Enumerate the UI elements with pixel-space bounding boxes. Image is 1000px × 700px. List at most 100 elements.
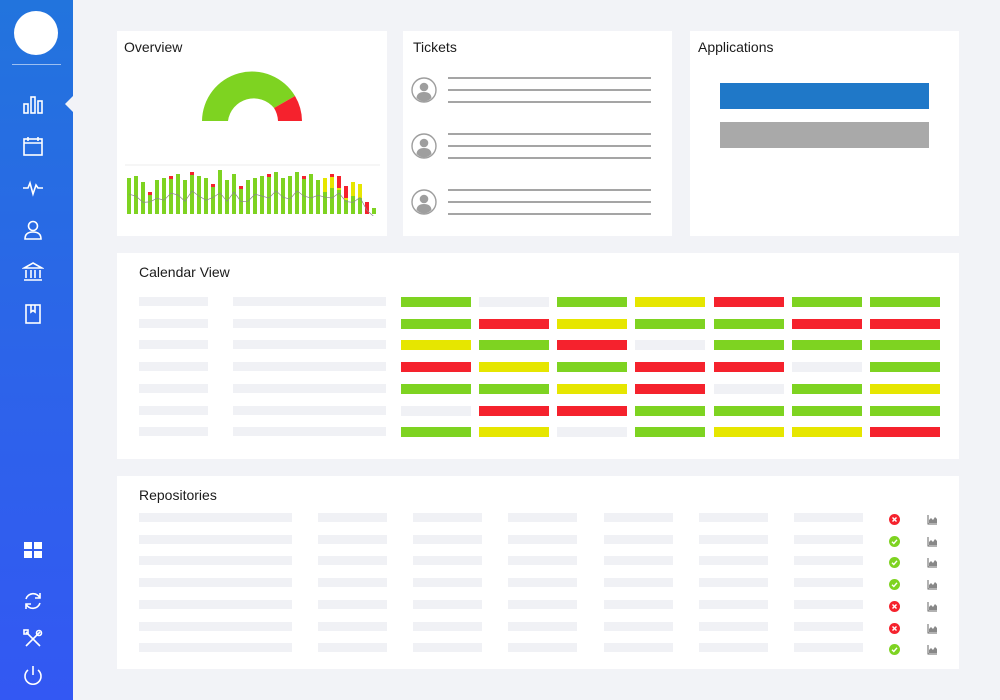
calendar-cell[interactable] xyxy=(479,318,549,329)
calendar-cell[interactable] xyxy=(870,383,940,394)
calendar-cell[interactable] xyxy=(792,383,862,394)
calendar-cell[interactable] xyxy=(635,362,705,373)
calendar-cell[interactable] xyxy=(635,405,705,416)
calendar-cell[interactable] xyxy=(479,383,549,394)
check-circle-icon xyxy=(889,534,900,547)
calendar-cell[interactable] xyxy=(635,297,705,307)
overview-bar xyxy=(204,178,208,214)
area-chart-icon[interactable] xyxy=(927,512,938,525)
power-icon[interactable] xyxy=(22,665,44,687)
area-chart-icon[interactable] xyxy=(927,555,938,568)
calendar-cell[interactable] xyxy=(792,297,862,307)
calendar-cell[interactable] xyxy=(792,362,862,373)
calendar-cell[interactable] xyxy=(401,383,471,394)
repository-field-placeholder xyxy=(508,621,577,631)
calendar-cell[interactable] xyxy=(479,362,549,373)
calendar-cell[interactable] xyxy=(792,427,862,438)
avatar[interactable] xyxy=(14,11,58,55)
calendar-cell[interactable] xyxy=(792,405,862,416)
calendar-cell[interactable] xyxy=(401,427,471,438)
calendar-cell[interactable] xyxy=(479,340,549,351)
calendar-cell[interactable] xyxy=(714,297,784,307)
area-chart-icon[interactable] xyxy=(927,577,938,590)
calendar-cell[interactable] xyxy=(401,318,471,329)
calendar-cell[interactable] xyxy=(870,362,940,373)
book-icon[interactable] xyxy=(22,303,44,325)
calendar-cell[interactable] xyxy=(870,318,940,329)
calendar-label-placeholder xyxy=(139,340,208,350)
repository-field-placeholder xyxy=(699,556,768,566)
calendar-cell[interactable] xyxy=(792,340,862,351)
calendar-cell[interactable] xyxy=(714,318,784,329)
overview-bar xyxy=(372,208,376,214)
calendar-cell[interactable] xyxy=(635,318,705,329)
calendar-cell[interactable] xyxy=(479,297,549,307)
calendar-cell[interactable] xyxy=(870,405,940,416)
calendar-cell[interactable] xyxy=(479,427,549,438)
overview-bar xyxy=(155,180,159,214)
calendar-cell[interactable] xyxy=(714,362,784,373)
calendar-label-placeholder xyxy=(139,362,208,372)
area-chart-icon[interactable] xyxy=(927,621,938,633)
calendar-name-placeholder xyxy=(233,297,386,306)
calendar-cell[interactable] xyxy=(635,427,705,438)
application-bar-secondary[interactable] xyxy=(720,122,929,148)
repository-field-placeholder xyxy=(318,556,387,566)
repository-field-placeholder xyxy=(413,534,482,544)
calendar-cell[interactable] xyxy=(714,383,784,394)
overview-bar xyxy=(218,170,222,214)
area-chart-icon[interactable] xyxy=(927,534,938,547)
calendar-cell[interactable] xyxy=(714,427,784,438)
area-chart-icon[interactable] xyxy=(927,599,938,612)
overview-bar-segment xyxy=(148,192,152,195)
overview-bar-segment xyxy=(330,174,334,188)
application-bar-primary[interactable] xyxy=(720,83,929,109)
calendar-cell[interactable] xyxy=(557,405,627,416)
repository-field-placeholder xyxy=(139,556,292,566)
ticket-item[interactable] xyxy=(411,187,661,219)
overview-bar xyxy=(246,180,250,214)
calendar-cell[interactable] xyxy=(401,405,471,416)
calendar-cell[interactable] xyxy=(792,318,862,329)
calendar-cell[interactable] xyxy=(557,427,627,438)
calendar-cell[interactable] xyxy=(635,340,705,351)
grid-icon[interactable] xyxy=(22,539,44,561)
calendar-cell[interactable] xyxy=(401,297,471,307)
calendar-cell[interactable] xyxy=(557,318,627,329)
user-icon[interactable] xyxy=(22,219,44,241)
calendar-cell[interactable] xyxy=(557,297,627,307)
calendar-cell[interactable] xyxy=(557,383,627,394)
calendar-name-placeholder xyxy=(233,362,386,372)
calendar-cell[interactable] xyxy=(401,362,471,373)
calendar-cell[interactable] xyxy=(714,340,784,351)
area-chart-icon[interactable] xyxy=(927,642,938,655)
bank-icon[interactable] xyxy=(22,261,44,283)
bar-chart-icon[interactable] xyxy=(22,93,44,115)
ticket-item[interactable] xyxy=(411,75,661,107)
repository-field-placeholder xyxy=(318,513,387,522)
calendar-cell[interactable] xyxy=(557,362,627,373)
calendar-icon[interactable] xyxy=(22,135,44,157)
repository-field-placeholder xyxy=(699,513,768,522)
refresh-icon[interactable] xyxy=(22,590,44,612)
calendar-cell[interactable] xyxy=(401,340,471,351)
calendar-cell[interactable] xyxy=(870,340,940,351)
calendar-cell[interactable] xyxy=(635,383,705,394)
pulse-icon[interactable] xyxy=(22,177,44,199)
calendar-name-placeholder xyxy=(233,383,386,393)
repository-field-placeholder xyxy=(413,513,482,522)
repository-field-placeholder xyxy=(413,643,482,653)
tickets-card: Tickets xyxy=(403,31,672,236)
calendar-cell[interactable] xyxy=(479,405,549,416)
tools-icon[interactable] xyxy=(22,628,44,650)
calendar-cell[interactable] xyxy=(870,297,940,307)
overview-bar xyxy=(253,178,257,214)
calendar-cell[interactable] xyxy=(557,340,627,351)
overview-bar-segment xyxy=(239,186,243,189)
calendar-label-placeholder xyxy=(139,383,208,393)
person-icon xyxy=(411,189,437,215)
calendar-cell[interactable] xyxy=(714,405,784,416)
ticket-item[interactable] xyxy=(411,131,661,163)
overview-bar-segment xyxy=(365,202,369,214)
calendar-cell[interactable] xyxy=(870,427,940,438)
